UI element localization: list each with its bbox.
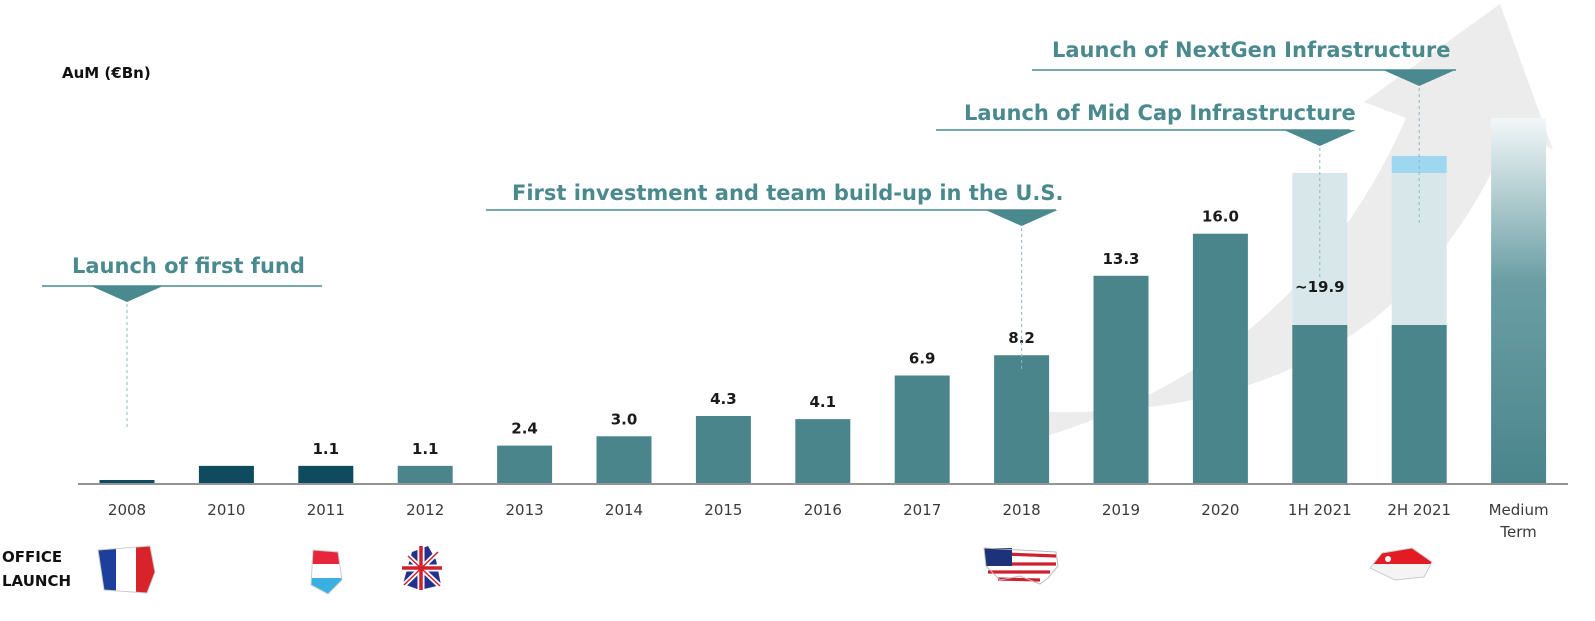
tick-label-2019: 2019 — [1102, 501, 1140, 519]
milestone-2-pointer — [1283, 130, 1356, 146]
milestone-1-pointer — [985, 210, 1058, 226]
bar-2017 — [894, 375, 950, 483]
tick-label-medium-term-0: Medium — [1489, 501, 1549, 519]
milestone-0-text: Launch of first fund — [72, 254, 305, 278]
tick-label-2018: 2018 — [1003, 501, 1041, 519]
value-label-1h-2021: ~19.9 — [1295, 278, 1345, 296]
value-label-2017: 6.9 — [909, 349, 936, 367]
tick-label-2016: 2016 — [804, 501, 842, 519]
milestone-1-text: First investment and team build-up in th… — [512, 181, 1063, 205]
tick-label-2010: 2010 — [207, 501, 245, 519]
tick-label-medium-term-1: Term — [1499, 523, 1536, 541]
milestone-2: Launch of Mid Cap Infrastructure — [936, 101, 1356, 278]
bar-1h-2021 — [1292, 325, 1348, 483]
tick-label-2011: 2011 — [307, 501, 345, 519]
tick-label-2014: 2014 — [605, 501, 643, 519]
tick-label-2020: 2020 — [1201, 501, 1239, 519]
bar-2015 — [695, 416, 751, 483]
usa-flag-icon — [983, 547, 1059, 585]
value-label-2019: 13.3 — [1102, 250, 1139, 268]
milestone-1: First investment and team build-up in th… — [486, 181, 1063, 370]
bar-2020 — [1192, 233, 1248, 483]
tick-label-2013: 2013 — [506, 501, 544, 519]
value-label-2012: 1.1 — [412, 440, 439, 458]
office-launch-label-2: LAUNCH — [2, 572, 71, 590]
bar-2014 — [596, 436, 652, 483]
milestone-2-text: Launch of Mid Cap Infrastructure — [964, 101, 1356, 125]
bar-overlay-1h-2021 — [1292, 172, 1348, 325]
value-label-2011: 1.1 — [313, 440, 340, 458]
luxembourg-flag-icon — [311, 550, 342, 594]
uk-flag-icon — [402, 546, 442, 590]
value-label-2015: 4.3 — [710, 390, 737, 408]
bar-overlay-2h-2021 — [1391, 172, 1447, 325]
milestone-3-text: Launch of NextGen Infrastructure — [1052, 38, 1451, 62]
bar-2018 — [994, 355, 1050, 483]
bar-2010 — [198, 465, 254, 483]
value-label-2016: 4.1 — [810, 393, 837, 411]
value-label-2013: 2.4 — [511, 420, 538, 438]
tick-label-2012: 2012 — [406, 501, 444, 519]
y-axis-label: AuM (€Bn) — [62, 64, 151, 82]
tick-label-1h-2021: 1H 2021 — [1288, 501, 1352, 519]
bar-2008 — [99, 480, 155, 483]
tick-label-2h-2021: 2H 2021 — [1387, 501, 1451, 519]
milestone-0: Launch of first fund — [42, 254, 322, 430]
tick-label-2017: 2017 — [903, 501, 941, 519]
bar-medium-term — [1491, 118, 1547, 483]
milestone-3-pointer — [1383, 70, 1456, 86]
value-label-2014: 3.0 — [611, 410, 638, 428]
bar-2011 — [298, 465, 354, 483]
milestone-3: Launch of NextGen Infrastructure — [1032, 38, 1456, 225]
bar-2013 — [497, 445, 553, 483]
growth-arrow — [1040, 4, 1553, 438]
bar-upside-2h-2021 — [1391, 155, 1447, 173]
bar-2h-2021 — [1391, 325, 1447, 483]
office-launch-label: OFFICE — [2, 548, 62, 566]
value-label-2020: 16.0 — [1202, 208, 1239, 226]
bar-2012 — [397, 465, 453, 483]
tick-label-2008: 2008 — [108, 501, 146, 519]
bar-2016 — [795, 419, 851, 483]
bar-2019 — [1093, 275, 1149, 483]
milestone-0-pointer — [91, 286, 163, 302]
tick-label-2015: 2015 — [704, 501, 742, 519]
france-flag-icon — [98, 546, 155, 593]
